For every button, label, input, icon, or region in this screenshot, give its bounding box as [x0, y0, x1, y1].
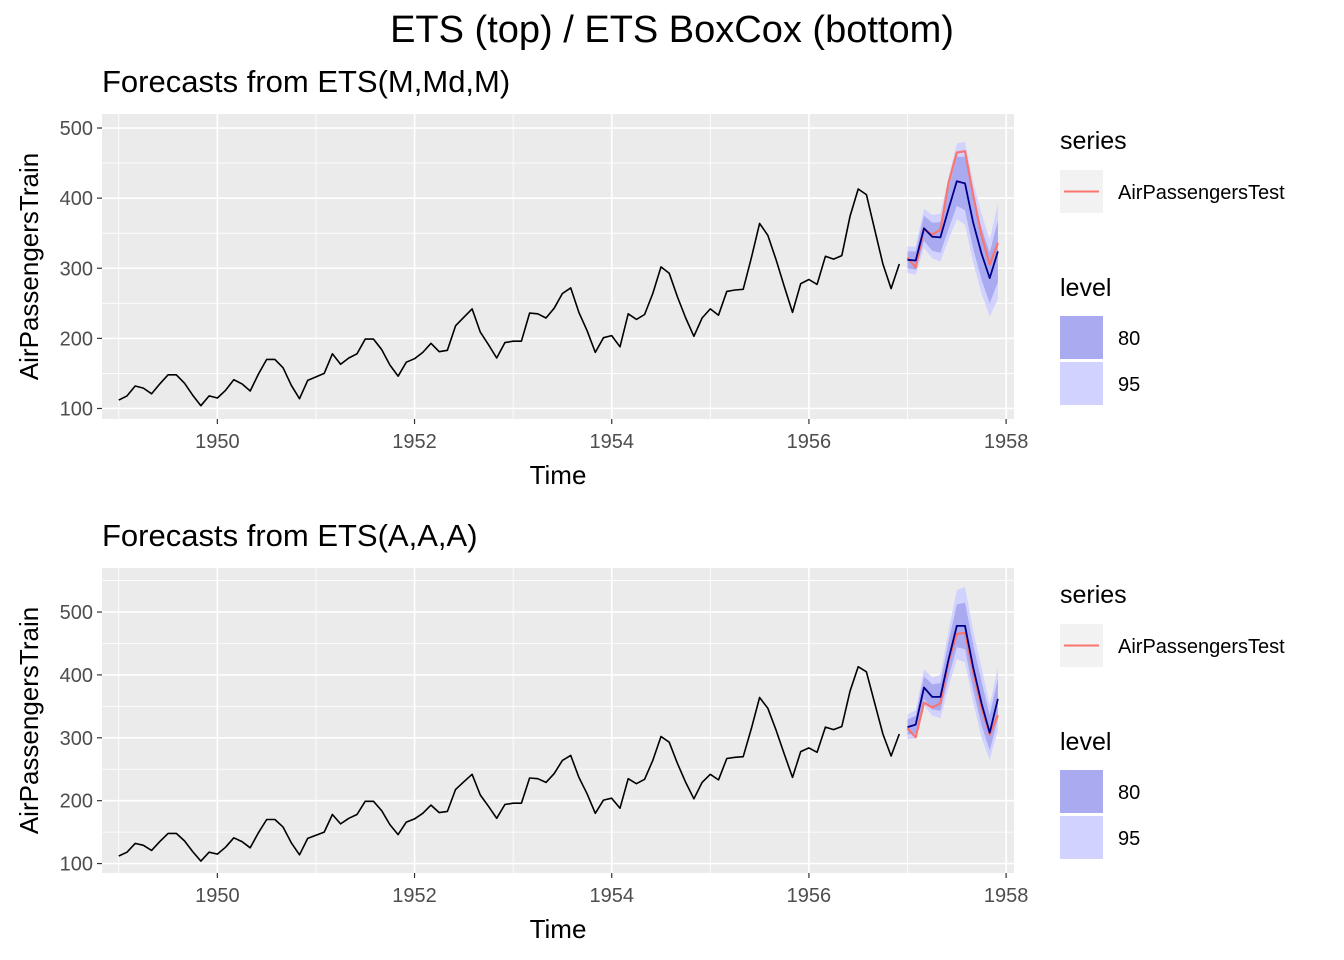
x-tick-label: 1954	[589, 431, 634, 453]
x-tick-label: 1958	[984, 885, 1029, 907]
test-series-line	[906, 631, 999, 739]
x-tick-label: 1952	[392, 885, 437, 907]
main-title: ETS (top) / ETS BoxCox (bottom)	[390, 9, 954, 51]
legend-level-swatch-95	[1060, 362, 1103, 405]
legend-level-label-80: 80	[1118, 782, 1140, 804]
x-tick-label: 1950	[195, 885, 240, 907]
history-line	[118, 665, 901, 862]
y-tick-label: 400	[60, 188, 93, 210]
legend-series-title: series	[1060, 581, 1127, 609]
legend-level-swatch-95	[1060, 816, 1103, 859]
legend-level-title: level	[1060, 274, 1111, 302]
band-80	[907, 602, 998, 751]
panel-title: Forecasts from ETS(M,Md,M)	[102, 64, 510, 99]
legend-series-label: AirPassengersTest	[1118, 636, 1285, 658]
forecast-mean-line	[907, 625, 999, 734]
legend-level-label-95: 95	[1118, 828, 1140, 850]
x-tick-label: 1956	[787, 431, 832, 453]
panel-title: Forecasts from ETS(A,A,A)	[102, 518, 478, 553]
y-tick-label: 200	[60, 328, 93, 350]
x-tick-label: 1956	[787, 885, 832, 907]
y-tick-label: 500	[60, 118, 93, 140]
x-axis-title: Time	[530, 460, 587, 490]
legend-series-title: series	[1060, 127, 1127, 155]
plot-background	[102, 114, 1014, 419]
x-tick-label: 1950	[195, 431, 240, 453]
history-line	[118, 188, 901, 407]
x-tick-label: 1958	[984, 431, 1029, 453]
top-panel: Forecasts from ETS(M,Md,M) 1950 1952 1954 19…	[14, 64, 1285, 490]
y-axis-title: AirPassengersTrain	[14, 153, 44, 380]
y-tick-label: 100	[60, 854, 93, 876]
x-axis-title: Time	[530, 914, 587, 944]
legend-level-label-80: 80	[1118, 328, 1140, 350]
plot-background	[102, 568, 1014, 873]
y-tick-label: 200	[60, 791, 93, 813]
y-tick-label: 500	[60, 602, 93, 624]
x-tick-label: 1952	[392, 431, 437, 453]
y-tick-label: 300	[60, 728, 93, 750]
legend-level-title: level	[1060, 728, 1111, 756]
y-tick-label: 300	[60, 258, 93, 280]
y-tick-label: 100	[60, 398, 93, 420]
band-95	[907, 142, 998, 317]
legend-level-label-95: 95	[1118, 374, 1140, 396]
forecast-mean-line	[907, 180, 999, 279]
x-tick-label: 1954	[589, 885, 634, 907]
legend-level-swatch-80	[1060, 770, 1103, 813]
legend-level-swatch-80	[1060, 316, 1103, 359]
y-axis-title: AirPassengersTrain	[14, 607, 44, 834]
bottom-panel: Forecasts from ETS(A,A,A) 1950 1952 1954 195…	[14, 518, 1285, 944]
y-tick-label: 400	[60, 665, 93, 687]
legend-series-label: AirPassengersTest	[1118, 182, 1285, 204]
